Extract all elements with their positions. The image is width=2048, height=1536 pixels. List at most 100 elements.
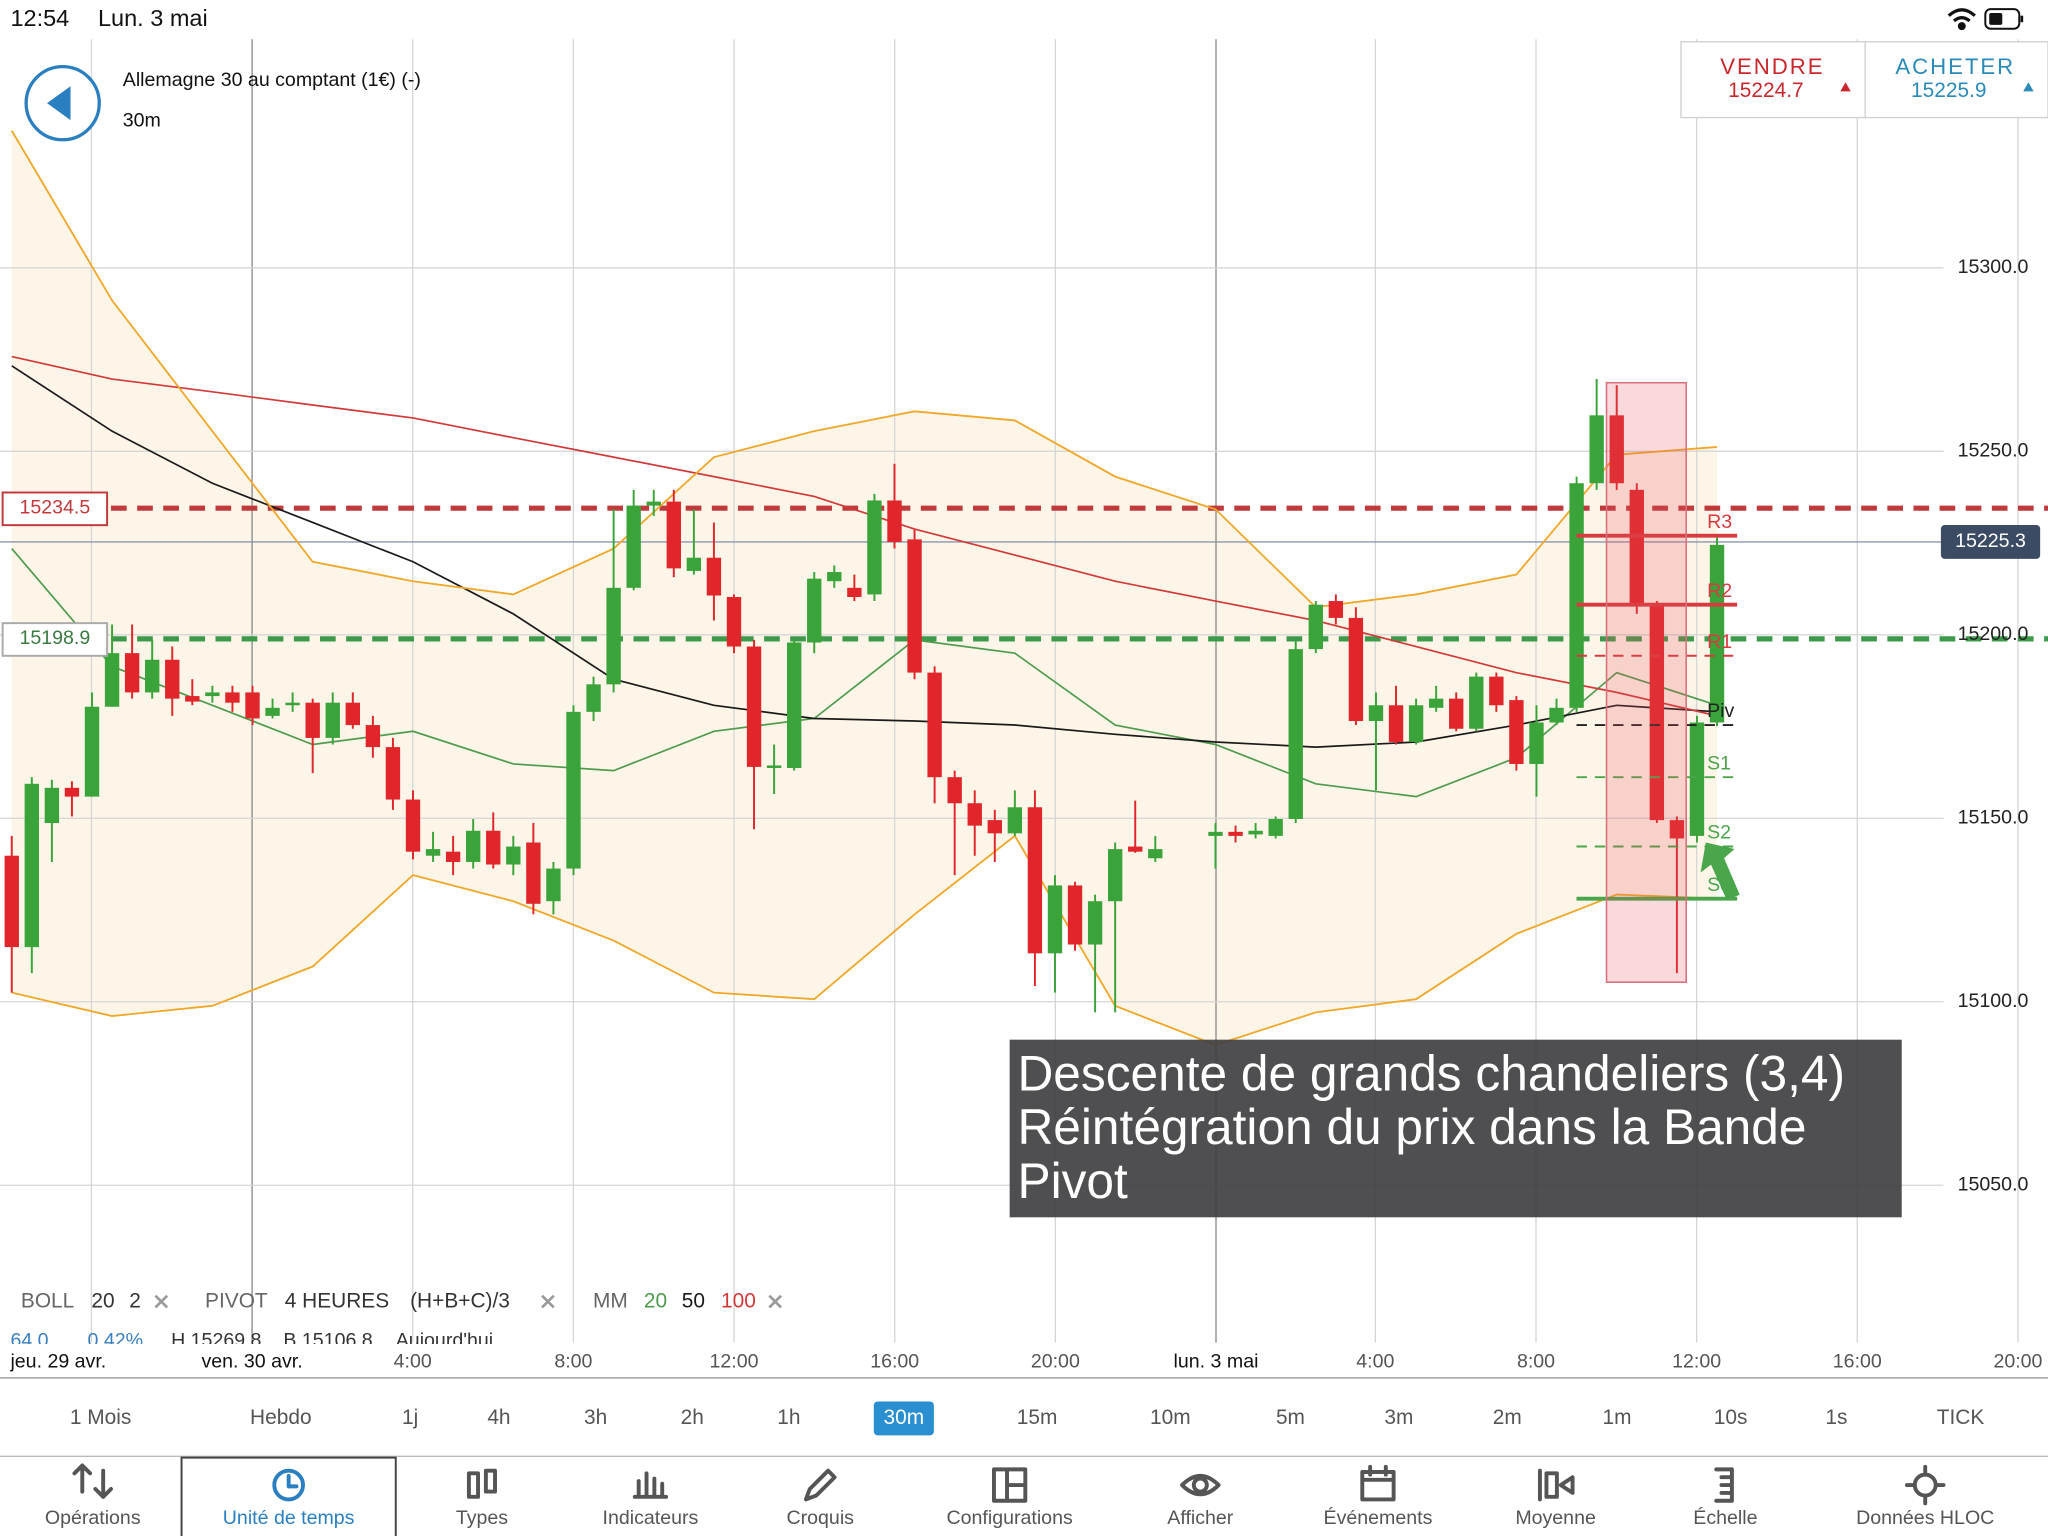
timeframe-button[interactable]: 15m (1017, 1406, 1058, 1429)
timeframe-button[interactable]: 3m (1384, 1406, 1413, 1429)
timeframe-button[interactable]: 4h (487, 1406, 510, 1429)
y-tick-label: 15100.0 (1958, 990, 2029, 1012)
timeframe-label: 1h (777, 1406, 800, 1429)
candle-body (887, 500, 902, 542)
candle-body (987, 820, 1002, 834)
sell-button[interactable]: VENDRE 15224.7 (1720, 54, 1851, 102)
toolbar-tab[interactable]: Croquis (787, 1468, 855, 1529)
toolbar-tab[interactable]: Unité de temps (180, 1456, 397, 1536)
pivot-formula: (H+B+C)/3 (410, 1290, 510, 1313)
remove-icon[interactable] (541, 1294, 555, 1309)
candle-body (1549, 707, 1564, 723)
candle-body (646, 501, 661, 506)
toolbar-icon (991, 1467, 1028, 1503)
candle-body (847, 587, 862, 597)
candle-body (425, 849, 441, 856)
toolbar-tab[interactable]: Indicateurs (603, 1471, 699, 1529)
candle-body (465, 830, 481, 862)
timeframe-button[interactable]: Hebdo (250, 1406, 312, 1429)
mm-period: 20 (644, 1290, 667, 1313)
x-tick-label: 8:00 (1517, 1350, 1555, 1372)
x-tick-label: ven. 30 avr. (201, 1350, 302, 1372)
x-tick-label: 8:00 (554, 1350, 592, 1372)
x-tick-label: 16:00 (1833, 1350, 1882, 1372)
candle-body (586, 684, 601, 712)
candle-body (1308, 604, 1323, 650)
stat: B 15106.8 (283, 1330, 372, 1352)
pivot-label: S1 (1707, 752, 1731, 774)
stat: 0.42% (88, 1330, 144, 1352)
candle-body (1428, 698, 1444, 708)
toolbar-icon (272, 1468, 305, 1502)
timeframe-label: Hebdo (250, 1406, 312, 1429)
buy-button[interactable]: ACHETER 15225.9 (1895, 54, 2034, 102)
candle-body (1489, 676, 1504, 706)
timeframe-label: 4h (487, 1406, 510, 1429)
pivot-label: R3 (1707, 511, 1732, 533)
timeframe-label: 3m (1384, 1406, 1413, 1429)
annotation-line: Pivot (1017, 1153, 1128, 1209)
toolbar-tab[interactable]: Configurations (947, 1467, 1073, 1529)
mm-period: 100 (721, 1290, 756, 1313)
candle-body (726, 596, 742, 647)
instrument-name: Allemagne 30 au comptant (1€) (-) (123, 69, 421, 91)
stat: Aujourd'hui (396, 1330, 493, 1352)
toolbar-label: Données HLOC (1856, 1507, 1994, 1529)
buy-label: ACHETER (1895, 54, 2015, 79)
candle-body (1569, 483, 1584, 708)
timeframe-button[interactable]: 10s (1714, 1406, 1748, 1429)
remove-icon[interactable] (154, 1294, 169, 1309)
timeframe-button[interactable]: 1j (402, 1406, 418, 1429)
timeframe-button[interactable]: 2h (681, 1406, 704, 1429)
back-button[interactable] (24, 64, 101, 142)
timeframe-label: 10s (1714, 1406, 1748, 1429)
toolbar-tab[interactable]: Échelle (1693, 1467, 1758, 1529)
moving-average (11, 548, 1718, 798)
y-tick-label: 15150.0 (1958, 806, 2029, 828)
buy-price: 15225.9 (1911, 79, 1986, 102)
timeframe-selected-bg (873, 1401, 934, 1436)
candle-body (365, 725, 381, 748)
boll-deviation: 2 (129, 1290, 141, 1313)
timeframe-button[interactable]: 30m (873, 1401, 934, 1436)
toolbar-tab[interactable]: Événements (1324, 1464, 1433, 1529)
timeframe-button[interactable]: 1 Mois (70, 1406, 131, 1429)
candle-body (1449, 698, 1464, 729)
candle-body (1107, 849, 1123, 902)
timeframe-button[interactable]: 1m (1602, 1406, 1631, 1429)
timeframe-button[interactable]: 3h (584, 1406, 607, 1429)
toolbar-tab[interactable]: Opérations (45, 1463, 141, 1529)
timeframe-button[interactable]: TICK (1937, 1406, 1985, 1429)
candle-body (1348, 617, 1364, 722)
candle-body (947, 777, 962, 804)
candle-body (1228, 831, 1243, 836)
status-date: Lun. 3 mai (98, 5, 208, 31)
x-tick-label: 20:00 (1993, 1350, 2042, 1372)
timeframe-button[interactable]: 1h (777, 1406, 800, 1429)
candle-body (706, 557, 722, 596)
toolbar-label: Indicateurs (603, 1507, 699, 1529)
timeframe-button[interactable]: 5m (1276, 1406, 1305, 1429)
timeframe-button[interactable]: 2m (1493, 1406, 1522, 1429)
candle-body (1589, 415, 1604, 484)
toolbar-tab[interactable]: Afficher (1167, 1473, 1234, 1529)
annotation-line: Descente de grands chandeliers (3,4) (1017, 1046, 1845, 1102)
toolbar-label: Événements (1324, 1506, 1433, 1529)
toolbar-tab[interactable]: Types (456, 1468, 508, 1529)
stat: 64.0 (10, 1330, 48, 1352)
candle-body (1268, 819, 1283, 836)
toolbar-label: Unité de temps (223, 1507, 355, 1529)
timeframe-button[interactable]: 10m (1150, 1406, 1191, 1429)
remove-icon[interactable] (768, 1294, 782, 1309)
x-tick-label: 20:00 (1031, 1350, 1080, 1372)
toolbar-tab[interactable]: Données HLOC (1856, 1464, 1994, 1529)
candle-body (1669, 820, 1685, 839)
toolbar-tab[interactable]: Moyenne (1515, 1468, 1596, 1529)
battery-icon (1984, 8, 2024, 30)
candle-body (1649, 604, 1665, 821)
pivot-label: Piv (1707, 700, 1734, 722)
timeframe-button[interactable]: 1s (1825, 1406, 1847, 1429)
mm-label: MM (593, 1290, 628, 1313)
toolbar-icon (803, 1468, 837, 1502)
